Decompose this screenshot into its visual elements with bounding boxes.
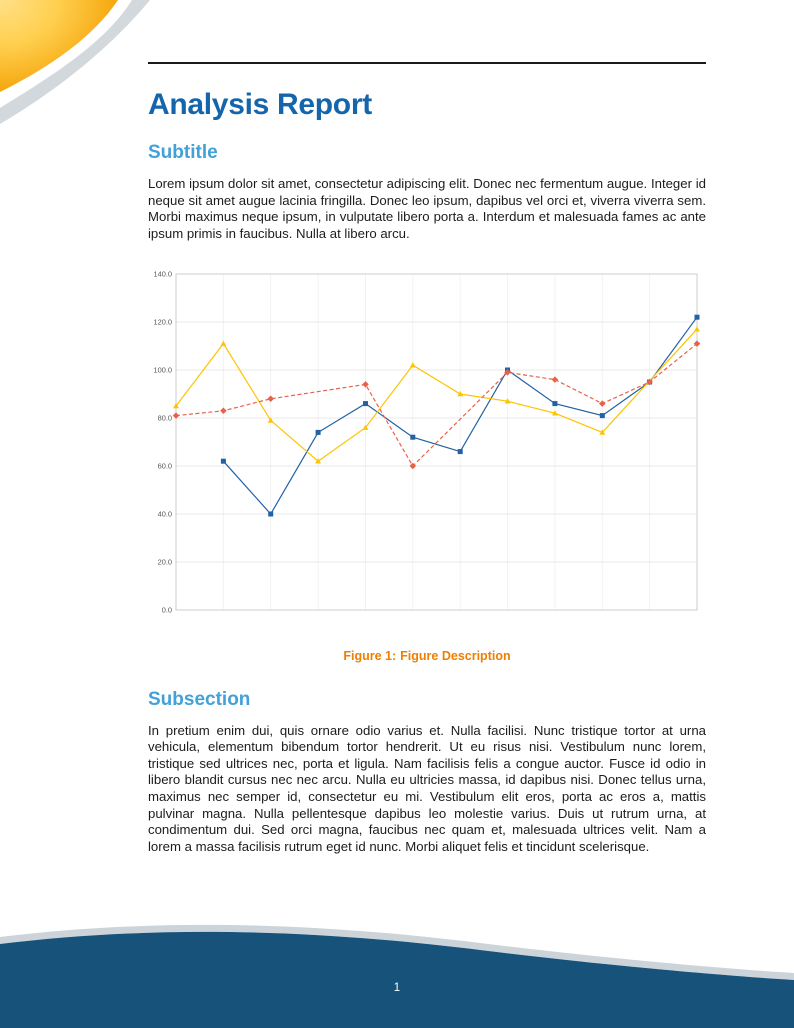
svg-text:120.0: 120.0 bbox=[154, 317, 173, 326]
svg-text:60.0: 60.0 bbox=[158, 461, 172, 470]
corner-gray-arc bbox=[0, 0, 150, 124]
line-chart: 0.0 20.0 40.0 60.0 80.0 100.0 120.0 140.0 bbox=[154, 269, 701, 614]
figure-caption: Figure 1: Figure Description bbox=[148, 649, 706, 663]
figure-1: 0.0 20.0 40.0 60.0 80.0 100.0 120.0 140.0 Figur… bbox=[148, 267, 706, 663]
figure-caption-label: Figure 1: bbox=[343, 648, 397, 663]
footer-wave-decoration bbox=[0, 924, 794, 1028]
svg-text:20.0: 20.0 bbox=[158, 557, 172, 566]
svg-text:40.0: 40.0 bbox=[158, 509, 172, 518]
chart-series-yellow bbox=[173, 325, 700, 463]
footer-gray-wave bbox=[0, 924, 794, 980]
chart-series-red bbox=[172, 339, 701, 469]
section-heading-subtitle: Subtitle bbox=[148, 142, 218, 163]
svg-text:0.0: 0.0 bbox=[162, 605, 172, 614]
paragraph-intro: Lorem ipsum dolor sit amet, consectetur … bbox=[148, 176, 706, 241]
page-number: 1 bbox=[393, 982, 401, 994]
corner-swoosh-decoration bbox=[0, 0, 150, 124]
document-content: Analysis Report Subtitle Lorem ipsum dol… bbox=[148, 62, 706, 854]
corner-orange-swoosh bbox=[0, 0, 118, 92]
figure-caption-text: Figure Description bbox=[400, 648, 511, 663]
page-title: Analysis Report bbox=[148, 88, 372, 121]
footer-navy-wave bbox=[0, 931, 794, 1028]
svg-text:80.0: 80.0 bbox=[158, 413, 172, 422]
paragraph-subsection: In pretium enim dui, quis ornare odio va… bbox=[148, 722, 706, 854]
section-heading-subsection: Subsection bbox=[148, 688, 251, 710]
svg-text:140.0: 140.0 bbox=[154, 269, 173, 278]
header-rule bbox=[148, 62, 706, 64]
svg-text:100.0: 100.0 bbox=[154, 365, 173, 374]
